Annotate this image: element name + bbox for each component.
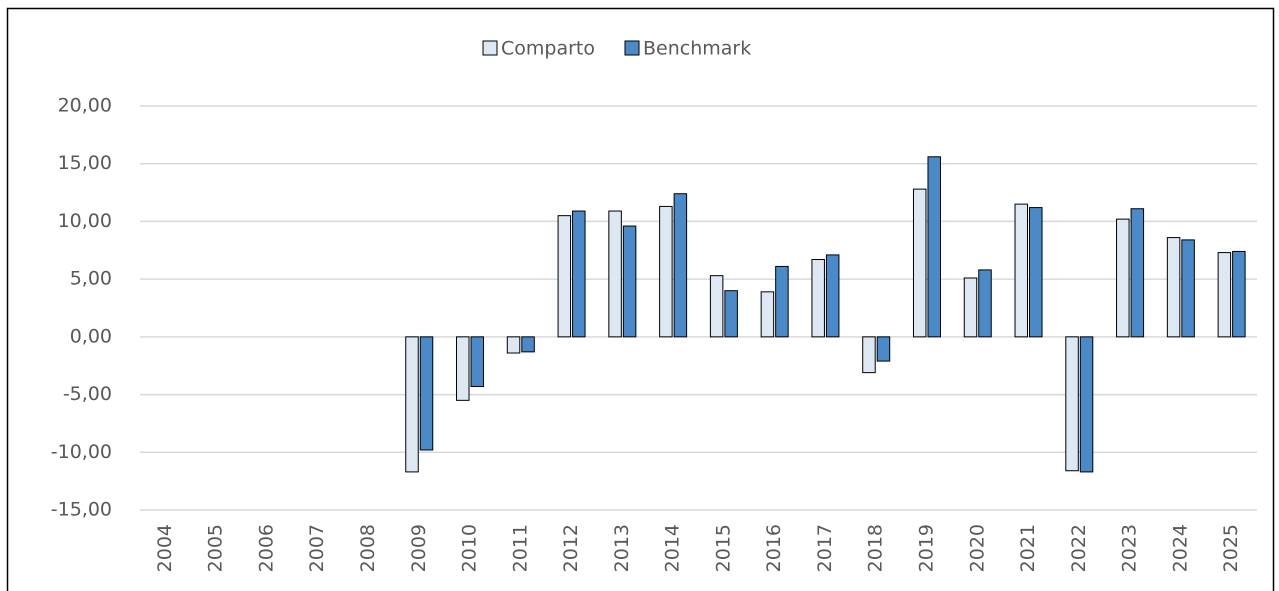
bar bbox=[912, 188, 927, 338]
bar bbox=[1232, 250, 1246, 338]
x-tick-label: 2015 bbox=[712, 524, 734, 572]
bar bbox=[963, 277, 978, 338]
bar bbox=[622, 225, 637, 338]
y-tick-label: -10,00 bbox=[51, 441, 112, 463]
x-tick-label: 2006 bbox=[255, 524, 277, 572]
bar bbox=[1166, 237, 1181, 338]
x-tick-label: 2016 bbox=[763, 524, 785, 572]
x-tick-label: 2017 bbox=[814, 524, 836, 572]
bar bbox=[1116, 218, 1130, 338]
y-tick-label: 5,00 bbox=[70, 268, 112, 290]
bar bbox=[456, 336, 470, 401]
legend-label: Comparto bbox=[501, 38, 595, 60]
bar bbox=[709, 275, 724, 338]
x-tick-label: 2019 bbox=[915, 524, 937, 572]
x-tick-label: 2013 bbox=[611, 524, 633, 572]
y-tick-label: 0,00 bbox=[70, 325, 112, 347]
x-tick-label: 2025 bbox=[1220, 524, 1242, 572]
x-tick-label: 2021 bbox=[1017, 524, 1039, 572]
bar bbox=[724, 290, 738, 338]
y-tick-label: 15,00 bbox=[58, 152, 112, 174]
bar bbox=[825, 254, 840, 338]
legend-swatch bbox=[624, 40, 640, 56]
x-tick-label: 2008 bbox=[357, 524, 379, 572]
bar bbox=[927, 156, 941, 338]
bar bbox=[470, 336, 485, 387]
bar bbox=[572, 210, 586, 338]
bar bbox=[1029, 207, 1043, 338]
x-tick-label: 2004 bbox=[154, 524, 176, 572]
bar bbox=[1014, 203, 1029, 338]
chart-frame bbox=[6, 7, 1275, 591]
bar bbox=[978, 269, 992, 338]
bar bbox=[876, 336, 891, 362]
x-tick-label: 2007 bbox=[306, 524, 328, 572]
bar bbox=[1079, 336, 1094, 473]
bar bbox=[1130, 208, 1145, 338]
bar bbox=[1065, 336, 1079, 472]
x-tick-label: 2014 bbox=[662, 524, 684, 572]
x-tick-label: 2011 bbox=[509, 524, 531, 572]
legend-label: Benchmark bbox=[643, 38, 751, 60]
bar bbox=[405, 336, 419, 473]
x-tick-label: 2024 bbox=[1169, 524, 1191, 572]
bar bbox=[521, 336, 535, 353]
y-tick-label: 20,00 bbox=[58, 95, 112, 117]
x-tick-label: 2009 bbox=[408, 524, 430, 572]
legend-swatch bbox=[482, 40, 498, 56]
bar bbox=[1181, 239, 1195, 338]
x-tick-label: 2023 bbox=[1119, 524, 1141, 572]
x-tick-label: 2012 bbox=[560, 524, 582, 572]
x-tick-label: 2020 bbox=[966, 524, 988, 572]
x-tick-label: 2005 bbox=[205, 524, 227, 572]
y-tick-label: -15,00 bbox=[51, 499, 112, 521]
x-tick-label: 2018 bbox=[865, 524, 887, 572]
bar bbox=[659, 205, 673, 338]
y-tick-label: 10,00 bbox=[58, 210, 112, 232]
x-tick-label: 2010 bbox=[459, 524, 481, 572]
bar bbox=[862, 336, 876, 374]
bar bbox=[1217, 252, 1232, 338]
bar bbox=[557, 215, 572, 338]
y-tick-label: -5,00 bbox=[63, 383, 112, 405]
bar bbox=[775, 265, 789, 338]
x-tick-label: 2022 bbox=[1068, 524, 1090, 572]
bar bbox=[608, 210, 622, 338]
bar bbox=[506, 336, 521, 354]
bar bbox=[811, 259, 825, 338]
bar bbox=[760, 291, 775, 338]
bar bbox=[419, 336, 434, 451]
bar bbox=[673, 193, 688, 338]
